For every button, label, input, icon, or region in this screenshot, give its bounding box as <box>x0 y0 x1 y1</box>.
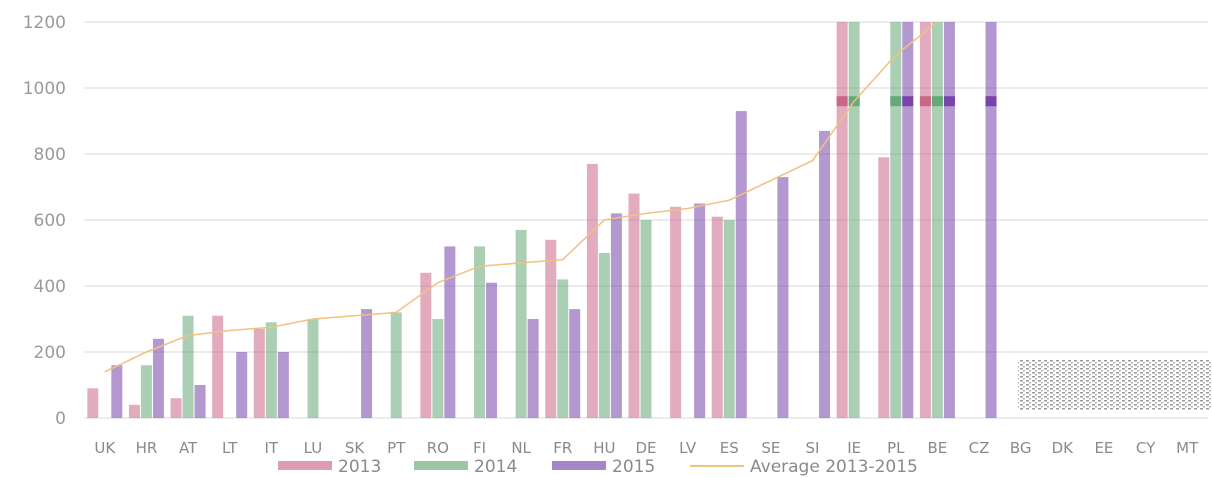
x-tick-label: EE <box>1094 439 1113 457</box>
x-tick-label: HR <box>136 439 158 457</box>
x-tick-label: FR <box>553 439 572 457</box>
x-axis-ticks: UK HR AT LT IT LU SK PT RO FI NL FR HU DE LV ES SE SI IE PL… <box>94 439 1199 457</box>
overflow-marker <box>890 96 901 106</box>
overflow-marker <box>932 96 943 106</box>
bar-2015-CZ <box>986 22 997 418</box>
bar-2013-UK <box>87 388 98 418</box>
x-tick-label: AT <box>179 439 198 457</box>
x-tick-label: RO <box>427 439 449 457</box>
bar-2014-HU <box>599 253 610 418</box>
bar-2014-IT <box>266 322 277 418</box>
legend: 2013 2014 2015 Average 2013-2015 <box>278 457 918 477</box>
bar-2015-FI <box>486 283 497 418</box>
bar-2013-IE <box>837 22 848 418</box>
bar-2014-PL <box>890 22 901 418</box>
bar-2013-HR <box>129 405 140 418</box>
bar-2015-ES <box>736 111 747 418</box>
bar-2015-HU <box>611 213 622 418</box>
bar-2014-HR <box>141 365 152 418</box>
bar-2015-AT <box>195 385 206 418</box>
bar-2015-HR <box>153 339 164 418</box>
x-tick-label: LT <box>222 439 238 457</box>
bar-2013-HU <box>587 164 598 418</box>
x-tick-label: IT <box>265 439 279 457</box>
x-tick-label: UK <box>94 439 116 457</box>
truncated-region-block <box>1018 360 1212 410</box>
x-tick-label: NL <box>511 439 531 457</box>
bar-2015-SK <box>361 309 372 418</box>
x-tick-label: ES <box>720 439 739 457</box>
bar-2014-IE <box>849 22 860 418</box>
x-tick-label: LU <box>304 439 323 457</box>
y-tick-label: 1000 <box>23 79 66 99</box>
bar-2014-NL <box>516 230 527 418</box>
x-tick-label: BG <box>1010 439 1032 457</box>
overflow-marker <box>902 96 913 106</box>
bar-2014-RO <box>432 319 443 418</box>
bar-2014-ES <box>724 220 735 418</box>
overflow-marker <box>920 96 931 106</box>
bar-2013-FR <box>545 240 556 418</box>
bar-2014-FI <box>474 246 485 418</box>
x-tick-label: SE <box>761 439 780 457</box>
overflow-marker <box>986 96 997 106</box>
y-tick-label: 800 <box>34 145 66 165</box>
y-tick-label: 400 <box>34 277 66 297</box>
bar-2015-RO <box>444 246 455 418</box>
bar-2015-NL <box>528 319 539 418</box>
bar-2013-AT <box>171 398 182 418</box>
y-axis-ticks: 0 200 400 600 800 1000 1200 <box>23 13 66 429</box>
bar-2015-LT <box>236 352 247 418</box>
bar-2013-LV <box>670 207 681 418</box>
overflow-marker <box>837 96 848 106</box>
bar-2015-UK <box>111 365 122 418</box>
bar-2015-SE <box>777 177 788 418</box>
bar-2014-BE <box>932 22 943 418</box>
bar-2015-FR <box>569 309 580 418</box>
bar-2013-PL <box>878 157 889 418</box>
x-tick-label: IE <box>847 439 861 457</box>
x-tick-label: MT <box>1176 439 1199 457</box>
legend-label: 2013 <box>338 457 381 477</box>
bar-2014-FR <box>557 279 568 418</box>
bar-2014-LU <box>307 319 318 418</box>
x-tick-label: DK <box>1052 439 1075 457</box>
x-tick-label: LV <box>679 439 697 457</box>
legend-swatch <box>552 461 606 470</box>
x-tick-label: CY <box>1136 439 1156 457</box>
bar-2015-LV <box>694 204 705 419</box>
bar-2014-PT <box>391 312 402 418</box>
legend-label: 2014 <box>474 457 517 477</box>
x-tick-label: DE <box>635 439 656 457</box>
legend-label: 2015 <box>612 457 655 477</box>
bar-2013-DE <box>629 194 640 418</box>
y-tick-label: 0 <box>55 409 66 429</box>
bar-2013-BE <box>920 22 931 418</box>
y-tick-label: 600 <box>34 211 66 231</box>
bar-2013-IT <box>254 329 265 418</box>
legend-swatch <box>278 461 332 470</box>
legend-label: Average 2013-2015 <box>750 457 918 477</box>
bar-2013-ES <box>712 217 723 418</box>
x-tick-label: HU <box>593 439 615 457</box>
x-tick-label: PT <box>387 439 406 457</box>
bar-2015-BE <box>944 22 955 418</box>
legend-swatch <box>414 461 468 470</box>
bar-2014-AT <box>183 316 194 418</box>
y-tick-label: 200 <box>34 343 66 363</box>
bar-2015-IT <box>278 352 289 418</box>
x-tick-label: PL <box>887 439 905 457</box>
x-tick-label: CZ <box>969 439 990 457</box>
y-tick-label: 1200 <box>23 13 66 33</box>
bar-2014-DE <box>641 220 652 418</box>
x-tick-label: BE <box>928 439 948 457</box>
overflow-marker <box>944 96 955 106</box>
x-tick-label: SI <box>806 439 820 457</box>
bar-2015-PL <box>902 22 913 418</box>
x-tick-label: FI <box>473 439 486 457</box>
bar-2015-SI <box>819 131 830 418</box>
x-tick-label: SK <box>345 439 366 457</box>
